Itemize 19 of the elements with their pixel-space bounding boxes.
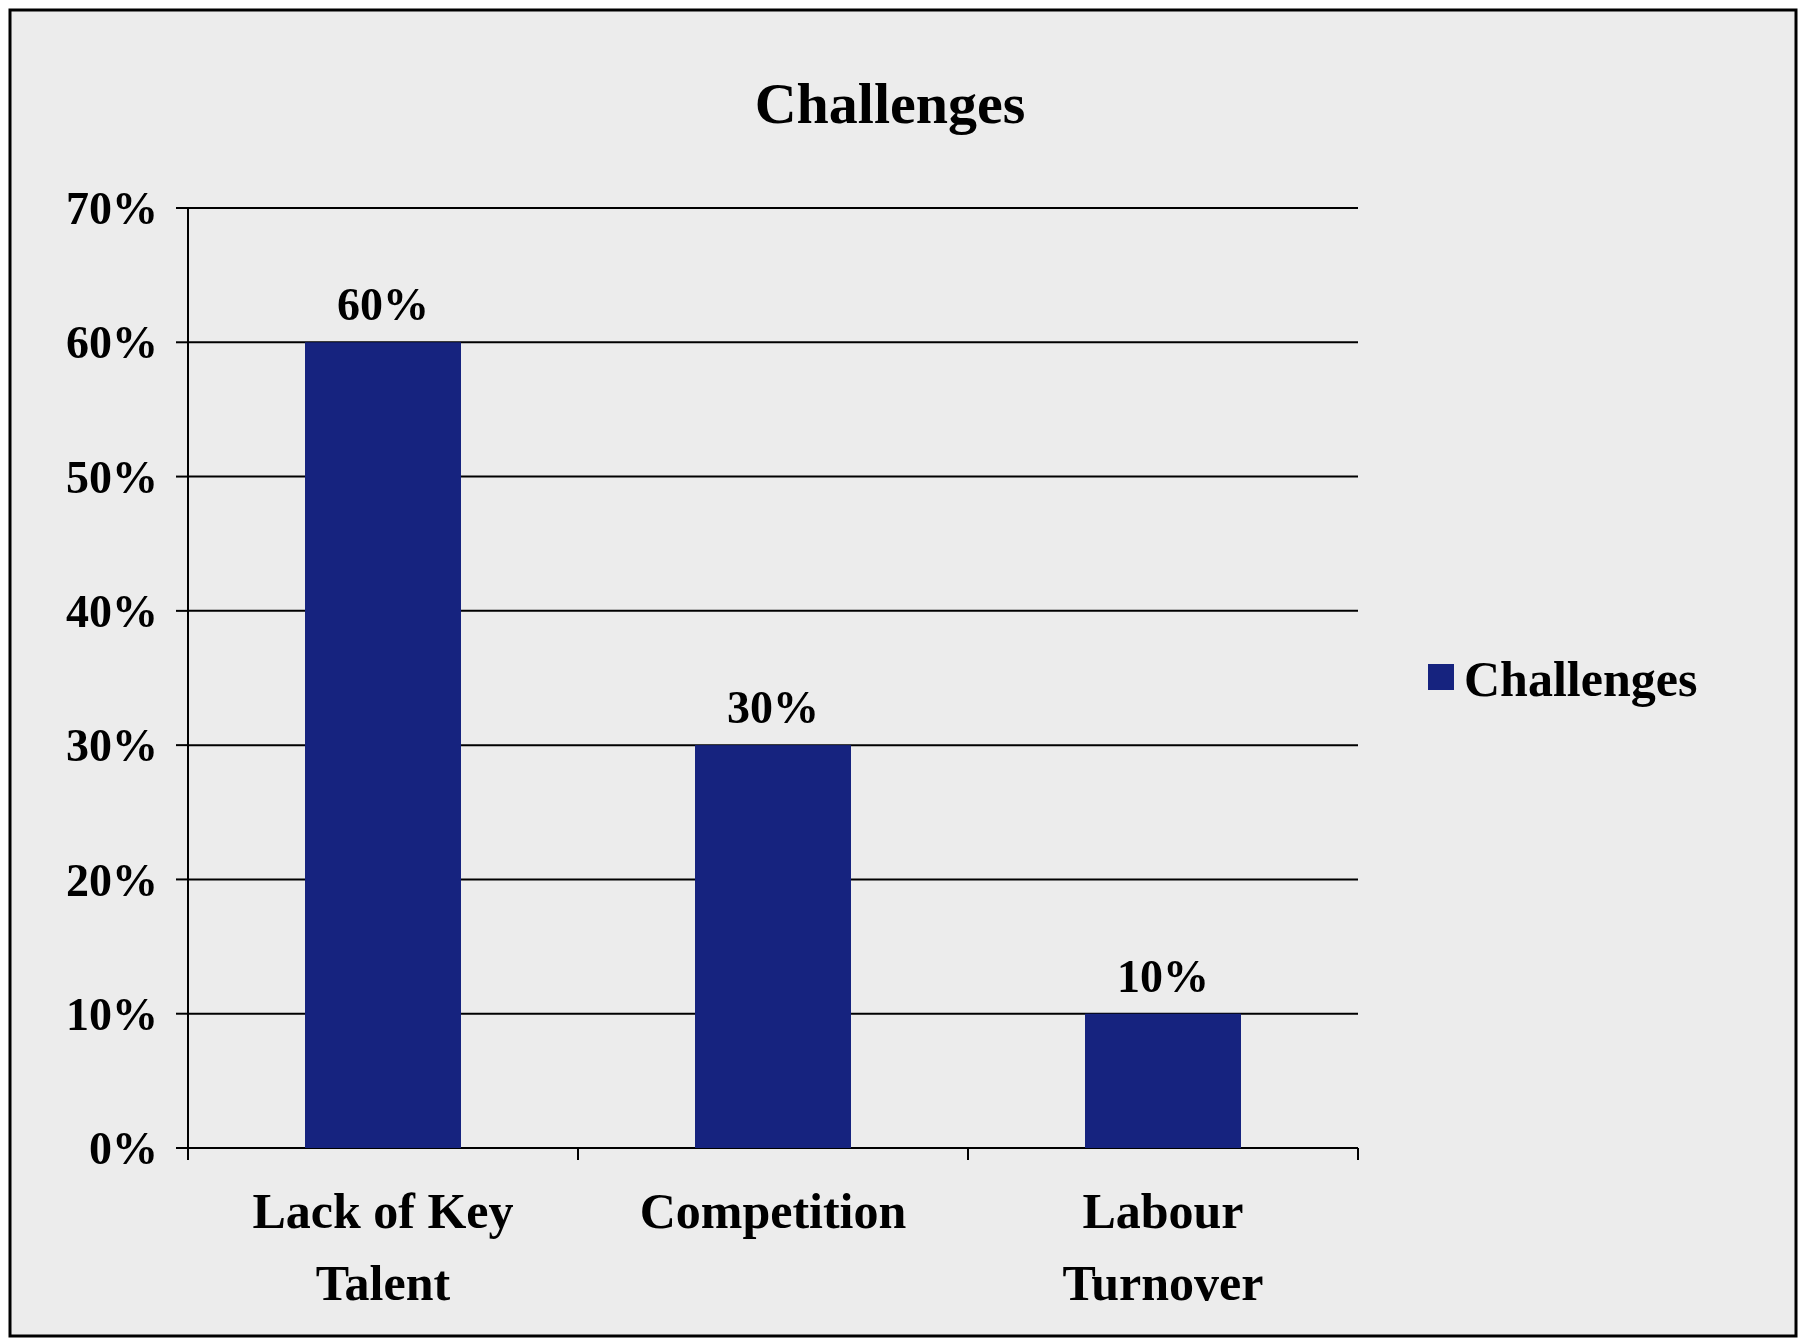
y-tick-label: 30% — [66, 720, 158, 772]
bar — [1085, 1013, 1241, 1148]
y-tick-label: 40% — [66, 585, 158, 637]
x-tick-label: Lack of Key Talent — [252, 1183, 514, 1311]
legend-label: Challenges — [1464, 650, 1698, 707]
y-tick-label: 0% — [89, 1123, 158, 1175]
y-tick-label: 50% — [66, 451, 158, 503]
y-tick-label: 70% — [66, 183, 158, 235]
text: 60% — [337, 279, 429, 331]
y-tick-label: 20% — [66, 854, 158, 906]
y-tick-label: 10% — [66, 988, 158, 1040]
x-tick-label: Labour Turnover — [1062, 1183, 1264, 1311]
bar — [695, 745, 851, 1148]
bar — [305, 342, 461, 1148]
x-tick-label: Competition — [639, 1183, 907, 1239]
text: 30% — [727, 682, 819, 734]
chart-title: Challenges — [754, 71, 1026, 136]
y-tick-label: 60% — [66, 317, 158, 369]
text: 10% — [1117, 950, 1209, 1002]
